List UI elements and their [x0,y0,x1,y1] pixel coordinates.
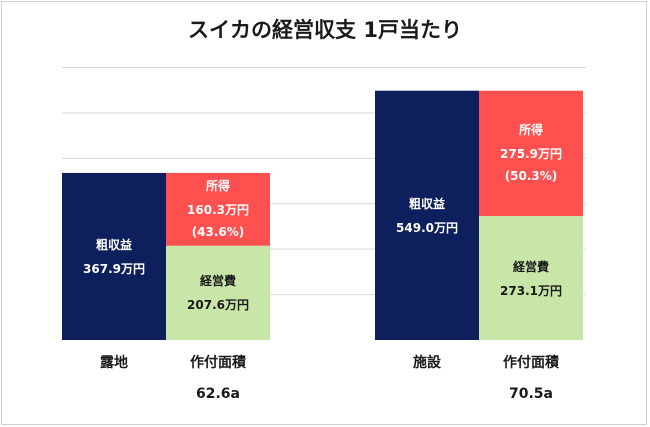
income-bar [479,90,583,216]
gross-value-label: 549.0万円 [396,220,458,235]
gross-revenue-bar [62,172,166,340]
cost-label: 経営費 [199,274,236,289]
gross-value-label: 367.9万円 [83,262,145,277]
category-label: 施設 [413,355,441,372]
chart-title: スイカの経営収支 1戸当たり [188,18,462,42]
cost-bar [166,245,270,340]
cost-value-label: 207.6万円 [187,298,249,313]
income-label: 所得 [205,178,230,193]
income-value-label: 160.3万円 [187,202,249,217]
gross-revenue-bar [375,90,479,340]
income-label: 所得 [518,122,543,137]
income-share-label: (43.6%) [191,224,245,239]
area-heading: 作付面積 [503,355,559,372]
cost-bar [479,215,583,340]
bars [62,90,583,340]
income-value-label: 275.9万円 [500,146,562,161]
cost-label: 経営費 [512,259,549,274]
area-heading: 作付面積 [190,355,246,372]
area-value: 70.5a [509,386,553,403]
gross-label: 粗収益 [408,196,445,211]
category-label: 露地 [100,355,128,372]
income-share-label: (50.3%) [504,168,558,183]
income-bar [166,172,270,246]
cost-value-label: 273.1万円 [500,283,562,298]
gross-label: 粗収益 [95,238,132,253]
area-value: 62.6a [196,386,240,403]
